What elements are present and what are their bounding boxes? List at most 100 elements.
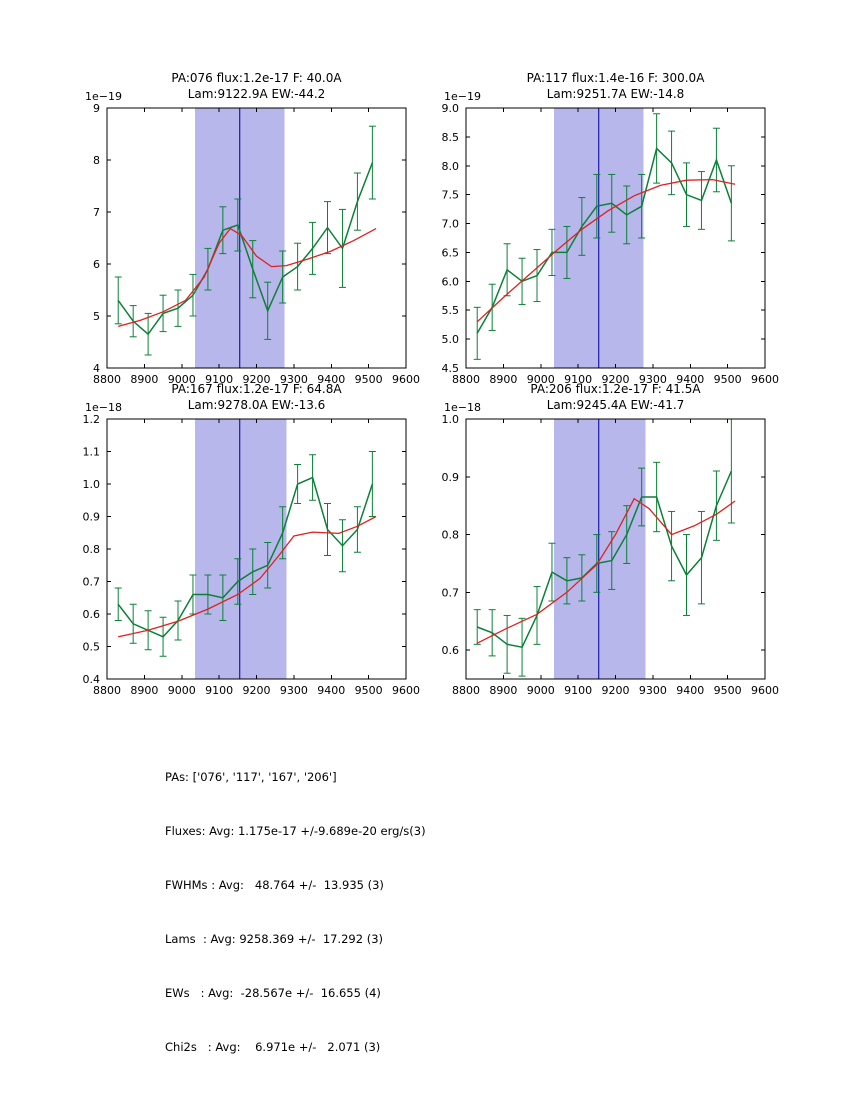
chart-panel-pa117: 8800 8900 9000 9100 9200 9300 9400 9500 9600 4.5 5… — [406, 60, 806, 400]
axis-tick-labels: 8800 8900 9000 9100 9200 9300 9400 9500 9600 0.6 0… — [442, 413, 780, 697]
data-line — [476, 470, 733, 649]
x-tick-label: 9600 — [751, 684, 779, 697]
x-tick-label: 9200 — [243, 373, 271, 386]
x-tick-label: 8800 — [93, 373, 121, 386]
axis-ticks — [106, 107, 407, 369]
x-tick-label: 9500 — [714, 684, 742, 697]
x-tick-label: 9500 — [355, 373, 383, 386]
x-tick-label: 9400 — [676, 373, 704, 386]
x-tick-label: 9100 — [205, 684, 233, 697]
chart-title: PA:167 flux:1.2e-17 F: 64.8A Lam:9278.0A… — [107, 381, 406, 413]
y-tick-label: 4 — [93, 362, 100, 375]
y-tick-label: 6.5 — [442, 246, 460, 259]
x-tick-label: 9000 — [168, 684, 196, 697]
x-tick-label: 9600 — [392, 373, 420, 386]
y-tick-label: 7 — [93, 206, 100, 219]
x-tick-label: 9300 — [639, 684, 667, 697]
chart-panel-pa167: 8800 8900 9000 9100 9200 9300 9400 9500 9600 0.4 0… — [47, 371, 447, 711]
y-tick-label: 0.4 — [83, 673, 101, 686]
y-tick-label: 8.0 — [442, 160, 460, 173]
y-tick-label: 7.5 — [442, 189, 460, 202]
x-tick-label: 9300 — [280, 373, 308, 386]
spectrum-plot: 8800 8900 9000 9100 9200 9300 9400 9500 9600 0.6 0… — [442, 401, 780, 697]
y-tick-label: 5.0 — [442, 333, 460, 346]
summary-text-block: PAs: ['076', '117', '167', '206'] Fluxes… — [165, 742, 426, 1094]
y-tick-label: 0.6 — [83, 608, 101, 621]
axis-scale-label: 1e−19 — [85, 90, 122, 103]
y-tick-label: 0.7 — [83, 576, 101, 589]
y-tick-label: 0.5 — [83, 641, 101, 654]
axis-ticks — [465, 418, 766, 679]
y-tick-label: 6.0 — [442, 275, 460, 288]
chart-title-line1: PA:167 flux:1.2e-17 F: 64.8A — [171, 382, 342, 396]
y-tick-label: 0.7 — [442, 586, 460, 599]
x-tick-label: 9100 — [564, 684, 592, 697]
y-tick-label: 8 — [93, 154, 100, 167]
x-tick-label: 9000 — [527, 373, 555, 386]
y-tick-label: 7.0 — [442, 218, 460, 231]
fit-line — [476, 497, 736, 644]
summary-line-ews: EWs : Avg: -28.567e +/- 16.655 (4) — [165, 986, 381, 1000]
fit-line — [118, 227, 377, 328]
x-tick-label: 9500 — [714, 373, 742, 386]
x-tick-label: 8900 — [489, 373, 517, 386]
data-line — [476, 146, 733, 334]
data-line — [117, 162, 374, 336]
y-tick-label: 0.8 — [442, 529, 460, 542]
chart-title-line2: Lam:9251.7A EW:-14.8 — [546, 87, 685, 101]
chart-title-line1: PA:206 flux:1.2e-17 F: 41.5A — [530, 382, 701, 396]
x-tick-label: 9400 — [676, 684, 704, 697]
axis-scale-label: 1e−18 — [444, 401, 481, 414]
chart-title: PA:206 flux:1.2e-17 F: 41.5A Lam:9245.4A… — [466, 381, 765, 413]
spectrum-plot: 8800 8900 9000 9100 9200 9300 9400 9500 9600 4.5 5… — [442, 90, 780, 386]
y-tick-label: 0.6 — [442, 644, 460, 657]
highlight-band — [553, 419, 646, 679]
chart-panel-pa206: 8800 8900 9000 9100 9200 9300 9400 9500 9600 0.6 0… — [406, 371, 806, 711]
axis-ticks — [106, 418, 407, 680]
axis-scale-label: 1e−18 — [85, 401, 122, 414]
x-tick-label: 8800 — [93, 684, 121, 697]
y-tick-label: 5.5 — [442, 304, 460, 317]
y-tick-label: 9.0 — [442, 102, 460, 115]
x-tick-label: 9500 — [355, 684, 383, 697]
summary-line-chi2s: Chi2s : Avg: 6.971e +/- 2.071 (3) — [165, 1040, 381, 1054]
x-tick-label: 9300 — [280, 684, 308, 697]
y-tick-label: 9 — [93, 102, 100, 115]
fit-line — [476, 178, 736, 323]
y-tick-label: 5 — [93, 310, 100, 323]
x-tick-label: 9400 — [317, 684, 345, 697]
y-tick-label: 1.0 — [442, 413, 460, 426]
y-tick-label: 8.5 — [442, 131, 460, 144]
summary-line-fluxes: Fluxes: Avg: 1.175e-17 +/-9.689e-20 erg/… — [165, 824, 426, 838]
y-tick-label: 0.9 — [83, 511, 101, 524]
chart-title-line1: PA:076 flux:1.2e-17 F: 40.0A — [171, 71, 342, 85]
y-tick-label: 6 — [93, 258, 100, 271]
x-tick-label: 8900 — [130, 684, 158, 697]
y-tick-label: 1.0 — [83, 478, 101, 491]
y-tick-label: 1.1 — [83, 446, 101, 459]
y-tick-label: 1.2 — [83, 413, 101, 426]
fit-line — [118, 515, 377, 638]
x-tick-label: 9600 — [392, 684, 420, 697]
summary-line-pas: PAs: ['076', '117', '167', '206'] — [165, 770, 337, 784]
axis-scale-label: 1e−19 — [444, 90, 481, 103]
x-tick-label: 9400 — [317, 373, 345, 386]
summary-line-fwhms: FWHMs : Avg: 48.764 +/- 13.935 (3) — [165, 878, 384, 892]
spectrum-plot: 8800 8900 9000 9100 9200 9300 9400 9500 9600 0.4 0… — [83, 401, 421, 697]
y-tick-label: 0.9 — [442, 471, 460, 484]
x-tick-label: 9200 — [243, 684, 271, 697]
chart-title: PA:117 flux:1.4e-16 F: 300.0A Lam:9251.7… — [466, 70, 765, 102]
y-tick-label: 4.5 — [442, 362, 460, 375]
x-tick-label: 9200 — [602, 684, 630, 697]
chart-title-line2: Lam:9278.0A EW:-13.6 — [187, 398, 326, 412]
chart-title: PA:076 flux:1.2e-17 F: 40.0A Lam:9122.9A… — [107, 70, 406, 102]
spectrum-plot: 8800 8900 9000 9100 9200 9300 9400 9500 9600 4 5 6 7… — [85, 90, 420, 386]
x-tick-label: 9300 — [639, 373, 667, 386]
x-tick-label: 8800 — [452, 684, 480, 697]
x-tick-label: 8900 — [489, 684, 517, 697]
chart-title-line2: Lam:9245.4A EW:-41.7 — [546, 398, 685, 412]
x-tick-label: 8800 — [452, 373, 480, 386]
axis-tick-labels: 8800 8900 9000 9100 9200 9300 9400 9500 9600 0.4 0… — [83, 413, 421, 697]
chart-panel-pa076: 8800 8900 9000 9100 9200 9300 9400 9500 9600 4 5 6 7… — [47, 60, 447, 400]
